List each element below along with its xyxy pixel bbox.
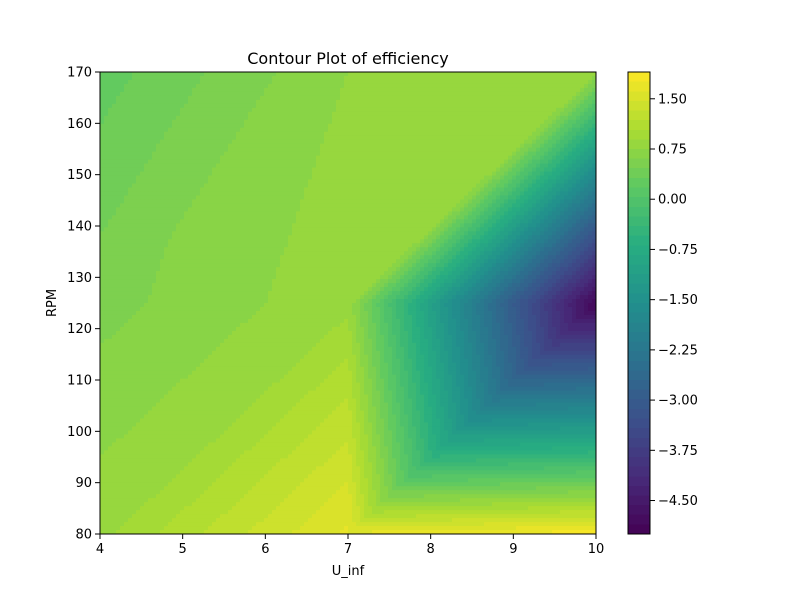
chart-title: Contour Plot of efficiency (247, 49, 449, 68)
colorbar-gradient (628, 72, 650, 534)
colorbar-tick-label: −1.50 (658, 293, 698, 308)
y-tick-label: 80 (75, 528, 92, 543)
y-tick-label: 160 (67, 117, 92, 132)
contour-fill (100, 72, 596, 534)
y-axis-label: RPM (45, 289, 60, 317)
colorbar-tick-label: −0.75 (658, 243, 698, 258)
colorbar-tick-label: 1.50 (658, 92, 687, 107)
x-axis-label: U_inf (332, 564, 365, 579)
colorbar: −4.50 −3.75 −3.00 −2.25 −1.50 −0.75 0.00 0.75 1.… (627, 71, 698, 535)
x-tick-label: 8 (427, 542, 435, 557)
colorbar-tick-label: 0.00 (658, 193, 687, 208)
x-tick-label: 9 (509, 542, 517, 557)
colorbar-tick-label: 0.75 (658, 143, 687, 158)
y-axis: 80 90 100 110 120 130 140 150 160 170 (67, 66, 100, 543)
x-axis: 4 5 6 7 8 9 10 (96, 534, 604, 557)
y-tick-label: 110 (67, 374, 92, 389)
colorbar-ticks: −4.50 −3.75 −3.00 −2.25 −1.50 −0.75 0.00 0.75 1.… (650, 92, 698, 509)
x-tick-label: 6 (261, 542, 269, 557)
y-tick-label: 90 (75, 476, 92, 491)
x-tick-label: 7 (344, 542, 352, 557)
colorbar-tick-label: −4.50 (658, 494, 698, 509)
y-tick-label: 140 (67, 220, 92, 235)
y-tick-label: 120 (67, 322, 92, 337)
colorbar-tick-label: −3.00 (658, 394, 698, 409)
y-tick-label: 100 (67, 425, 92, 440)
x-tick-label: 5 (179, 542, 187, 557)
colorbar-tick-label: −3.75 (658, 444, 698, 459)
y-tick-label: 150 (67, 168, 92, 183)
colorbar-frame (627, 71, 651, 535)
x-tick-label: 4 (96, 542, 104, 557)
y-tick-label: 130 (67, 271, 92, 286)
x-tick-label: 10 (588, 542, 605, 557)
colorbar-tick-label: −2.25 (658, 343, 698, 358)
y-tick-label: 170 (67, 66, 92, 81)
